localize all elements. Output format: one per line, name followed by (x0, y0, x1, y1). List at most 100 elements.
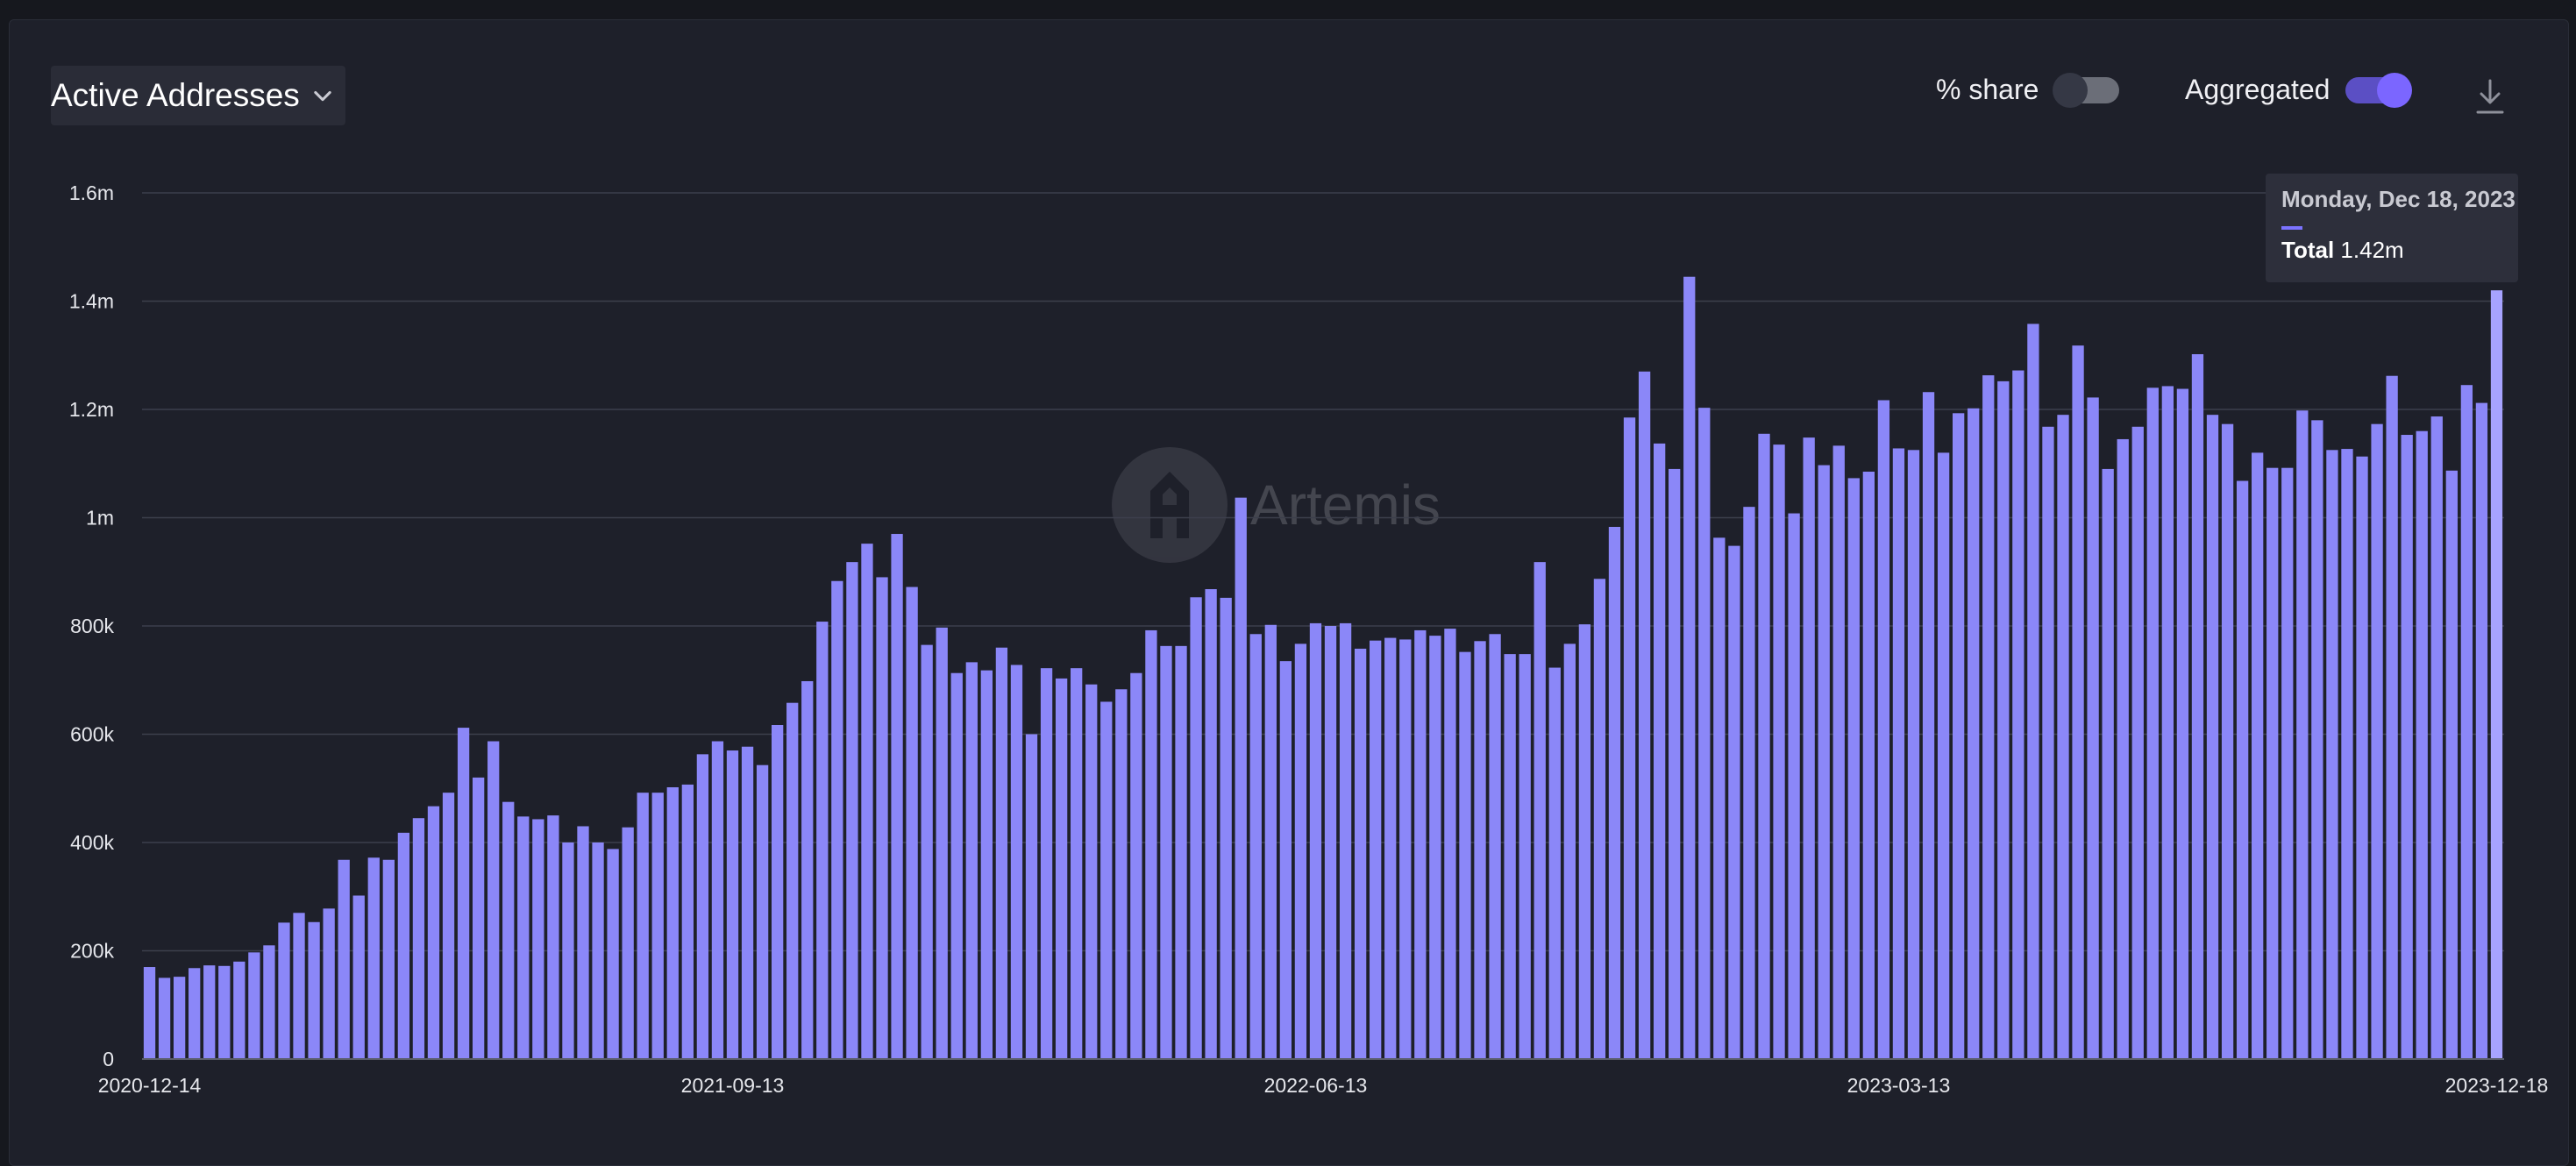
bar (651, 793, 664, 1059)
bar (1249, 634, 1262, 1059)
bar (831, 580, 843, 1059)
aggregated-toggle-group: Aggregated (2185, 72, 2413, 108)
metric-label: Active Addresses (51, 77, 300, 113)
bar (352, 895, 365, 1059)
bar (2191, 354, 2204, 1059)
bar (1713, 537, 1726, 1059)
bar (2475, 402, 2488, 1060)
bar (1145, 629, 1157, 1059)
bar (2296, 410, 2309, 1059)
bar (427, 806, 440, 1059)
bar (1055, 678, 1068, 1059)
bar (2341, 449, 2353, 1059)
bar (338, 859, 350, 1059)
bar (218, 965, 231, 1059)
bar (2012, 370, 2025, 1059)
bar (1370, 640, 1382, 1059)
bar (1623, 417, 1636, 1059)
bar (1534, 562, 1546, 1059)
download-icon[interactable] (2473, 77, 2508, 116)
bar (1339, 622, 1352, 1059)
bar (1818, 465, 1830, 1059)
x-tick-label: 2021-09-13 (681, 1074, 785, 1097)
bar (2206, 415, 2219, 1059)
bar (1040, 668, 1053, 1059)
bar (2371, 423, 2383, 1059)
bar (1414, 629, 1427, 1059)
bar (2266, 467, 2279, 1059)
bar (502, 801, 515, 1059)
bar (1593, 579, 1606, 1059)
bar (622, 827, 634, 1059)
bar (1071, 668, 1083, 1059)
percent-share-toggle[interactable] (2053, 72, 2120, 108)
y-tick-label: 1.2m (69, 398, 114, 421)
bar (1025, 734, 1038, 1059)
bar (2102, 468, 2114, 1059)
bar (2430, 416, 2443, 1060)
x-tick-label: 2022-06-13 (1264, 1074, 1368, 1097)
bar (1548, 667, 1561, 1059)
bar (1160, 645, 1172, 1059)
toggle-knob (2053, 72, 2089, 108)
bar (2326, 450, 2338, 1059)
bar (592, 843, 604, 1059)
bar (861, 544, 873, 1059)
bar (203, 965, 216, 1059)
bar (1968, 408, 1980, 1059)
bar (2176, 388, 2189, 1059)
bar (2416, 430, 2428, 1059)
bar (2087, 397, 2099, 1059)
bar (278, 922, 290, 1059)
bar (263, 945, 275, 1059)
bar (1922, 392, 1935, 1059)
bar (816, 622, 829, 1059)
bar (1669, 468, 1681, 1059)
bar (1728, 545, 1740, 1059)
bar (1220, 597, 1232, 1059)
bar (1459, 651, 1471, 1059)
x-tick-label: 2023-03-13 (1847, 1074, 1951, 1097)
bar (1130, 672, 1142, 1059)
bar (2401, 435, 2413, 1060)
bar (293, 913, 305, 1059)
bar (2057, 415, 2069, 1059)
bar (696, 754, 709, 1059)
bar (143, 967, 156, 1059)
bar (2490, 290, 2503, 1059)
watermark: Artemis (1112, 447, 1441, 563)
bar (1085, 684, 1098, 1059)
bar (741, 746, 754, 1059)
bar (1803, 437, 1815, 1059)
bar (1504, 654, 1516, 1059)
y-tick-label: 0 (103, 1048, 114, 1070)
bar (1773, 444, 1785, 1059)
bar (397, 832, 410, 1059)
percent-share-label: % share (1936, 74, 2039, 105)
bar (577, 826, 589, 1059)
bar (1324, 626, 1337, 1059)
aggregated-toggle[interactable] (2345, 72, 2413, 108)
bar (1862, 472, 1875, 1059)
bar (1698, 408, 1711, 1060)
bar (950, 672, 963, 1059)
bar (2161, 386, 2174, 1059)
metric-dropdown[interactable]: Active Addresses (51, 66, 345, 125)
bar (367, 857, 380, 1059)
bar (1847, 478, 1860, 1059)
bar (248, 952, 260, 1059)
bar (189, 968, 201, 1059)
tooltip-value: 1.42m (2340, 237, 2404, 263)
bar (382, 859, 395, 1059)
bar (1175, 645, 1187, 1059)
bar (1279, 661, 1292, 1059)
bar (995, 647, 1008, 1059)
bar (2386, 375, 2398, 1060)
bar (2252, 452, 2264, 1059)
bar (2460, 385, 2473, 1059)
bar (786, 702, 799, 1059)
bar (1982, 375, 1995, 1059)
bar (1100, 701, 1113, 1059)
bar (2146, 387, 2159, 1059)
